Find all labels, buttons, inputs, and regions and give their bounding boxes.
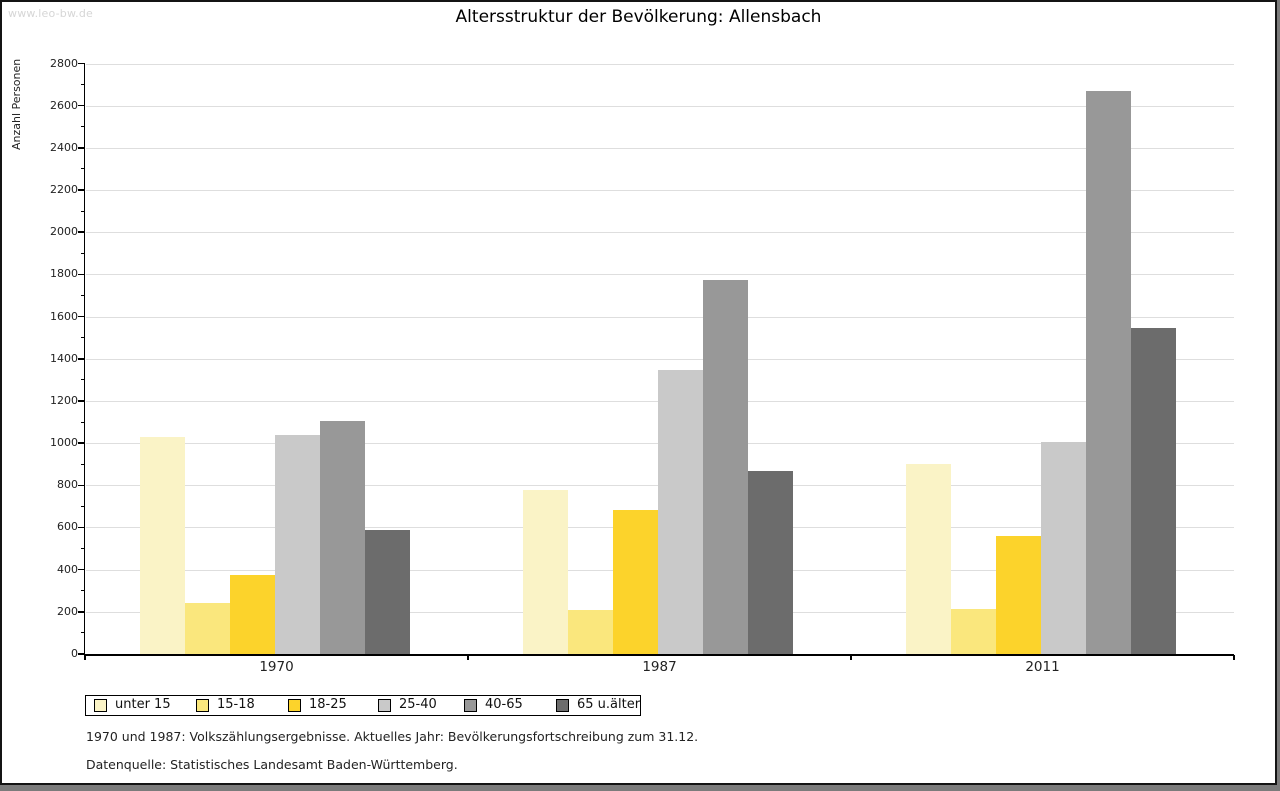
y-major-tick <box>78 189 85 191</box>
y-axis-tick-label: 2600 <box>50 98 78 112</box>
bar-65-u.älter-1970 <box>365 529 410 654</box>
gridline-2400 <box>86 147 1234 149</box>
y-axis-line <box>83 63 85 656</box>
y-minor-tick <box>81 168 85 170</box>
y-major-tick <box>78 611 85 613</box>
legend-label: 65 u.älter <box>577 697 641 712</box>
y-axis-tick-label: 600 <box>57 520 78 534</box>
bar-25-40-2011 <box>1041 442 1086 654</box>
y-minor-tick <box>81 548 85 550</box>
bar-15-18-1970 <box>185 603 230 654</box>
y-major-tick <box>78 400 85 402</box>
y-major-tick <box>78 568 85 571</box>
y-minor-tick <box>81 421 85 423</box>
bar-40-65-1987 <box>703 279 748 654</box>
bar-18-25-1987 <box>613 509 658 654</box>
y-axis-tick-label: 800 <box>57 478 78 492</box>
x-boundary-tick <box>1233 655 1235 660</box>
bar-40-65-1970 <box>320 420 365 654</box>
legend-swatch-icon <box>94 699 107 712</box>
y-axis-tick-label: 1400 <box>50 351 78 365</box>
legend-label: unter 15 <box>115 697 171 712</box>
bar-unter-15-1987 <box>523 489 568 654</box>
y-minor-tick <box>81 210 85 212</box>
y-axis-tick-label: 1000 <box>50 436 78 450</box>
legend: unter 15 15-18 18-25 25-40 40-65 65 u.älter <box>85 695 641 716</box>
y-minor-tick <box>81 590 85 592</box>
y-major-tick <box>78 484 85 487</box>
y-minor-tick <box>81 337 85 339</box>
y-axis-tick-label: 1600 <box>50 309 78 323</box>
gridline-2200 <box>86 190 1234 192</box>
y-minor-tick <box>81 463 85 465</box>
x-boundary-tick <box>467 655 469 660</box>
y-axis-tick-label: 400 <box>57 562 78 576</box>
bar-40-65-2011 <box>1086 90 1131 654</box>
gridline-1600 <box>86 316 1234 318</box>
footnote-census: 1970 und 1987: Volkszählungsergebnisse. … <box>86 729 699 744</box>
legend-swatch-icon <box>378 699 391 712</box>
legend-swatch-icon <box>464 699 477 712</box>
gridline-1400 <box>86 358 1234 360</box>
y-major-tick <box>78 104 85 107</box>
legend-label: 15-18 <box>217 697 255 712</box>
y-major-tick <box>78 526 85 529</box>
y-major-tick <box>78 273 85 276</box>
watermark-leo-bw: www.leo-bw.de <box>8 7 94 20</box>
bar-18-25-1970 <box>230 574 275 654</box>
legend-swatch-icon <box>196 699 209 712</box>
bar-65-u.älter-2011 <box>1131 328 1176 654</box>
y-major-tick <box>78 62 85 65</box>
y-minor-tick <box>81 294 85 296</box>
legend-label: 40-65 <box>485 697 523 712</box>
y-major-tick <box>78 231 85 233</box>
gridline-2800 <box>86 63 1234 65</box>
bar-25-40-1987 <box>658 370 703 654</box>
y-minor-tick <box>81 252 85 254</box>
y-axis-tick-label: 200 <box>57 604 78 618</box>
legend-label: 25-40 <box>399 697 437 712</box>
x-axis-label-1970: 1970 <box>259 659 294 675</box>
y-minor-tick <box>81 379 85 381</box>
bar-15-18-1987 <box>568 609 613 654</box>
y-axis-tick-label: 2800 <box>50 56 78 70</box>
y-major-tick <box>78 358 85 360</box>
y-major-tick <box>78 653 85 655</box>
y-axis-tick-label: 2200 <box>50 183 78 197</box>
bar-unter-15-2011 <box>906 464 951 654</box>
y-minor-tick <box>81 84 85 86</box>
legend-swatch-icon <box>556 699 569 712</box>
y-major-tick <box>78 442 85 444</box>
y-axis-tick-label: 2000 <box>50 225 78 239</box>
chart-title: Altersstruktur der Bevölkerung: Allensba… <box>455 7 822 27</box>
x-axis-label-1987: 1987 <box>642 659 677 675</box>
y-axis-tick-label: 2400 <box>50 140 78 154</box>
x-axis-label-2011: 2011 <box>1025 659 1060 675</box>
y-major-tick <box>78 315 85 318</box>
bar-25-40-1970 <box>275 434 320 654</box>
legend-label: 18-25 <box>309 697 347 712</box>
gridline-2000 <box>86 232 1234 234</box>
y-minor-tick <box>81 505 85 507</box>
y-axis-tick-label: 0 <box>71 647 78 660</box>
x-axis-line <box>83 653 1234 656</box>
x-boundary-tick <box>84 655 86 660</box>
y-minor-tick <box>81 632 85 634</box>
y-minor-tick <box>81 126 85 128</box>
bar-unter-15-1970 <box>140 436 185 654</box>
y-axis-tick-label: 1800 <box>50 267 78 281</box>
legend-swatch-icon <box>288 699 301 712</box>
x-boundary-tick <box>850 655 852 660</box>
bar-15-18-2011 <box>951 608 996 654</box>
y-major-tick <box>78 147 85 149</box>
footnote-source: Datenquelle: Statistisches Landesamt Bad… <box>86 757 458 772</box>
gridline-2600 <box>86 105 1234 107</box>
y-axis-tick-label: 1200 <box>50 393 78 407</box>
bar-18-25-2011 <box>996 535 1041 654</box>
gridline-1800 <box>86 274 1234 276</box>
bar-65-u.älter-1987 <box>748 470 793 654</box>
